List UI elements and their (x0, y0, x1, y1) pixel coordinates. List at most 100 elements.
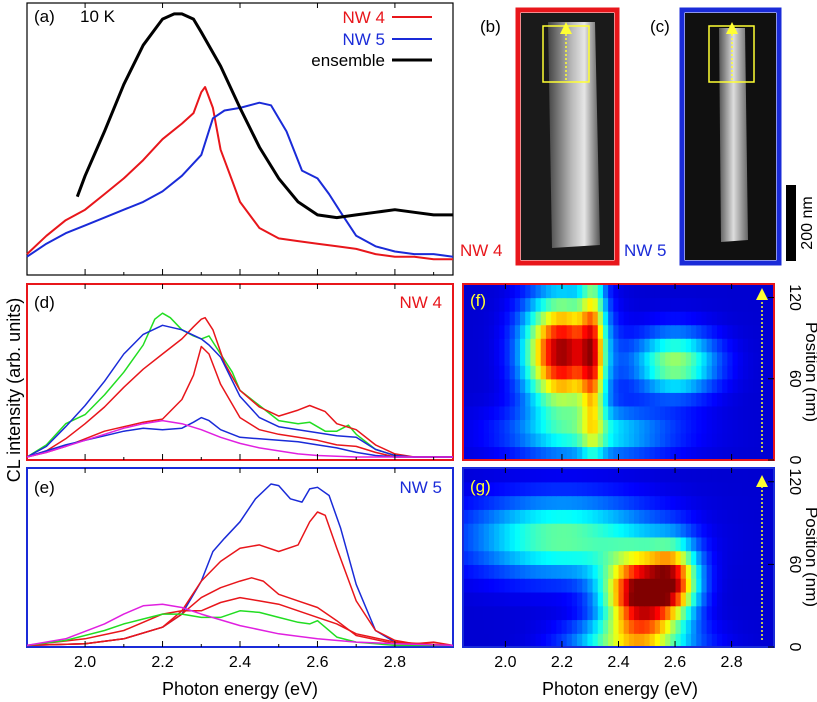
heatmap-cell (488, 324, 495, 339)
heatmap-cell (530, 509, 537, 524)
heatmap-cell (628, 378, 635, 393)
heatmap-cell (696, 446, 703, 461)
heatmap-cell (639, 446, 646, 461)
heatmap-cell (566, 284, 573, 299)
heatmap-cell (561, 591, 568, 607)
heatmap-cell (608, 495, 614, 510)
heatmap-cell (473, 495, 480, 510)
heatmap-cell (535, 523, 542, 538)
heatmap-cell (597, 419, 604, 434)
heatmap-cell (691, 324, 697, 339)
heatmap-cell (494, 378, 500, 393)
heatmap-cell (504, 523, 511, 538)
heatmap-cell (494, 297, 500, 312)
heatmap-cell (763, 311, 770, 326)
heatmap-cell (623, 550, 630, 565)
heatmap-cell (701, 481, 708, 497)
heatmap-cell (623, 564, 630, 579)
heatmap-cell (753, 284, 760, 299)
heatmap-cell (748, 591, 754, 607)
heatmap-cell (628, 550, 635, 565)
heatmap-cell (644, 509, 651, 524)
heatmap-cell (685, 605, 692, 621)
heatmap-cell (685, 564, 692, 579)
heatmap-cell (742, 578, 749, 593)
heatmap-cell (634, 619, 640, 634)
heatmap-cell (566, 564, 573, 579)
heatmap-cell (504, 432, 511, 448)
heatmap-cell (716, 578, 723, 593)
heatmap-cell (618, 432, 625, 448)
heatmap-cell (463, 324, 469, 339)
heatmap-cell (727, 633, 734, 648)
heatmap-cell (556, 481, 563, 497)
heatmap-cell (758, 468, 765, 483)
nanowire-nw4 (548, 22, 600, 248)
heatmap-cell (680, 564, 687, 579)
heatmap-cell (675, 365, 682, 380)
heatmap-cell (514, 578, 521, 593)
heatmap-cell (608, 536, 614, 552)
heatmap-cell (597, 578, 604, 593)
heatmap-cell (685, 419, 692, 434)
heatmap-cell (711, 284, 718, 299)
heatmap-cell (478, 297, 485, 312)
heatmap-cell (742, 509, 749, 524)
heatmap-cell (520, 432, 526, 448)
heatmap-cell (488, 365, 495, 380)
heatmap-cell (587, 536, 594, 552)
heatmap-cell (488, 297, 495, 312)
panel-b-label: NW 4 (460, 241, 503, 260)
heatmap-cell (758, 297, 765, 312)
heatmap-cell (566, 365, 573, 380)
heatmap-cell (675, 432, 682, 448)
heatmap-cell (509, 392, 516, 407)
heatmap-cell (494, 468, 500, 483)
heatmap-cell (742, 468, 749, 483)
heatmap-cell (592, 405, 599, 420)
heatmap-cell (571, 284, 578, 299)
heatmap-cell (748, 419, 754, 434)
heatmap-cell (571, 468, 578, 483)
heatmap-cell (463, 284, 469, 299)
heatmap-cell (483, 619, 490, 634)
heatmap-cell (540, 365, 547, 380)
heatmap-cell (483, 392, 490, 407)
heatmap-cell (494, 605, 500, 621)
heatmap-cell (587, 446, 594, 461)
heatmap-cell (706, 297, 713, 312)
heatmap-cell (608, 432, 614, 448)
heatmap-cell (571, 550, 578, 565)
heatmap-cell (742, 378, 749, 393)
heatmap-cell (535, 297, 542, 312)
heatmap-cell (530, 311, 537, 326)
heatmap-cell (473, 338, 480, 353)
heatmap-cell (566, 338, 573, 353)
heatmap-cell (618, 509, 625, 524)
heatmap-cell (680, 338, 687, 353)
heatmap-cell (514, 405, 521, 420)
heatmap-cell (561, 633, 568, 648)
heatmap-cell (520, 378, 526, 393)
heatmap-cell (587, 564, 594, 579)
heatmap-cell (478, 509, 485, 524)
heatmap-cell (768, 578, 775, 593)
heatmap-cell (665, 378, 671, 393)
heatmap-cell (732, 481, 739, 497)
heatmap-cell (535, 633, 542, 648)
heatmap-cell (535, 591, 542, 607)
heatmap-cell (561, 481, 568, 497)
heatmap-cell (483, 419, 490, 434)
heatmap-cell (634, 378, 640, 393)
heatmap-cell (634, 523, 640, 538)
heatmap-cell (659, 351, 666, 366)
heatmap-cell (634, 509, 640, 524)
heatmap-cell (545, 419, 552, 434)
heatmap-cell (685, 523, 692, 538)
heatmap-cell (691, 311, 697, 326)
heatmap-cell (494, 481, 500, 497)
heatmap-cell (639, 432, 646, 448)
heatmap-cell (665, 392, 671, 407)
heatmap-cell (706, 468, 713, 483)
heatmap-cell (478, 591, 485, 607)
